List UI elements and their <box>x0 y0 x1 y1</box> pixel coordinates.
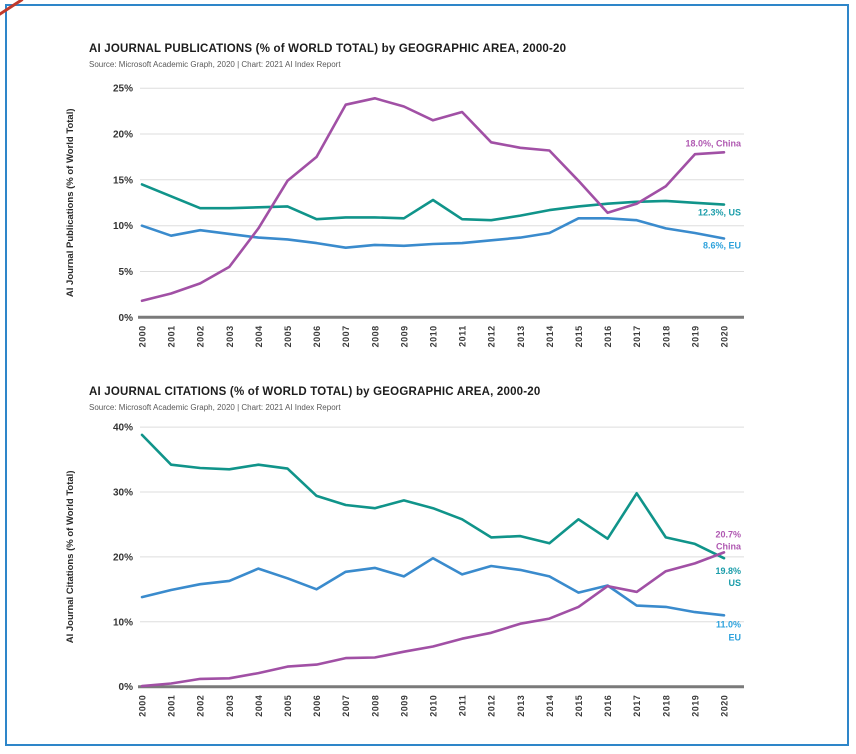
x-tick-label: 2012 <box>487 695 497 717</box>
x-tick-label: 2020 <box>720 695 730 717</box>
x-tick-label: 2019 <box>690 695 700 717</box>
publications-chart-source: Source: Microsoft Academic Graph, 2020 |… <box>89 60 341 69</box>
y-tick-label: 0% <box>119 682 134 693</box>
x-tick-label: 2019 <box>690 325 700 347</box>
series-end-label-eu: EU <box>728 632 741 642</box>
y-axis-title: AI Journal Citations (% of World Total) <box>65 471 76 644</box>
x-tick-label: 2008 <box>370 695 380 717</box>
series-end-label-china: 20.7% <box>715 529 741 539</box>
x-tick-label: 2020 <box>720 325 730 347</box>
x-tick-label: 2004 <box>254 325 264 347</box>
x-tick-label: 2002 <box>196 325 206 347</box>
y-tick-label: 10% <box>113 221 133 232</box>
x-tick-label: 2014 <box>545 695 555 717</box>
y-tick-label: 25% <box>113 84 133 95</box>
x-tick-label: 2018 <box>661 325 671 347</box>
series-line-china <box>140 551 726 688</box>
series-end-label-us: 12.3%, US <box>698 208 741 218</box>
x-tick-label: 2011 <box>458 325 468 347</box>
y-tick-label: 10% <box>113 617 133 628</box>
series-line-us <box>140 433 726 560</box>
x-tick-label: 2010 <box>429 325 439 347</box>
x-tick-label: 2009 <box>399 695 409 717</box>
x-tick-label: 2013 <box>516 695 526 717</box>
x-tick-label: 2015 <box>574 695 584 717</box>
x-tick-label: 2011 <box>458 695 468 717</box>
x-tick-label: 2001 <box>167 695 177 717</box>
x-tick-label: 2016 <box>603 325 613 347</box>
citations-line-chart: 0% 10% 20% 30% 40% 2000 2001 2002 2003 2004 2005 20… <box>65 423 744 717</box>
x-tick-label: 2003 <box>225 325 235 347</box>
x-tick-label: 2005 <box>283 695 293 717</box>
y-axis-title: AI Journal Publications (% of World Tota… <box>65 108 76 297</box>
series-end-label-us: US <box>728 578 741 588</box>
citations-chart-title: AI JOURNAL CITATIONS (% of WORLD TOTAL) … <box>89 386 541 398</box>
series-end-label-eu: 8.6%, EU <box>703 241 741 251</box>
series-end-label-eu: 11.0% <box>716 619 741 629</box>
x-tick-label: 2007 <box>341 695 351 717</box>
x-tick-label: 2010 <box>429 695 439 717</box>
y-tick-label: 30% <box>113 488 133 499</box>
series-line-eu <box>140 556 726 617</box>
publications-line-chart: 0% 5% 10% 15% 20% 25% 2000 2001 2002 2003 2004 2005… <box>65 84 744 347</box>
x-tick-label: 2017 <box>632 325 642 347</box>
page-border <box>5 4 849 746</box>
x-tick-label: 2001 <box>167 325 177 347</box>
y-tick-label: 0% <box>119 313 134 324</box>
y-tick-label: 20% <box>113 552 133 563</box>
x-tick-label: 2012 <box>487 325 497 347</box>
y-tick-label: 40% <box>113 423 133 434</box>
series-line-eu <box>140 217 726 249</box>
x-tick-label: 2002 <box>196 695 206 717</box>
x-tick-label: 2016 <box>603 695 613 717</box>
x-tick-label: 2015 <box>574 325 584 347</box>
series-end-label-china: 18.0%, China <box>685 138 742 148</box>
x-tick-label: 2013 <box>516 325 526 347</box>
series-line-china <box>140 96 726 303</box>
series-end-label-china: China <box>716 541 742 551</box>
x-tick-label: 2008 <box>370 325 380 347</box>
y-tick-label: 15% <box>113 175 133 186</box>
citations-chart-source: Source: Microsoft Academic Graph, 2020 |… <box>89 403 341 412</box>
x-tick-label: 2006 <box>312 695 322 717</box>
y-tick-label: 5% <box>119 267 134 278</box>
y-tick-label: 20% <box>113 130 133 141</box>
x-tick-label: 2009 <box>399 325 409 347</box>
x-tick-label: 2007 <box>341 325 351 347</box>
x-tick-label: 2000 <box>138 695 148 717</box>
x-tick-label: 2003 <box>225 695 235 717</box>
x-tick-label: 2000 <box>138 325 148 347</box>
series-line-us <box>140 183 726 222</box>
x-tick-label: 2018 <box>661 695 671 717</box>
series-end-label-us: 19.8% <box>715 566 741 576</box>
x-tick-label: 2005 <box>283 325 293 347</box>
x-tick-label: 2017 <box>632 695 642 717</box>
publications-chart-title: AI JOURNAL PUBLICATIONS (% of WORLD TOTA… <box>89 43 567 55</box>
x-tick-label: 2006 <box>312 325 322 347</box>
x-tick-label: 2004 <box>254 695 264 717</box>
x-tick-label: 2014 <box>545 325 555 347</box>
